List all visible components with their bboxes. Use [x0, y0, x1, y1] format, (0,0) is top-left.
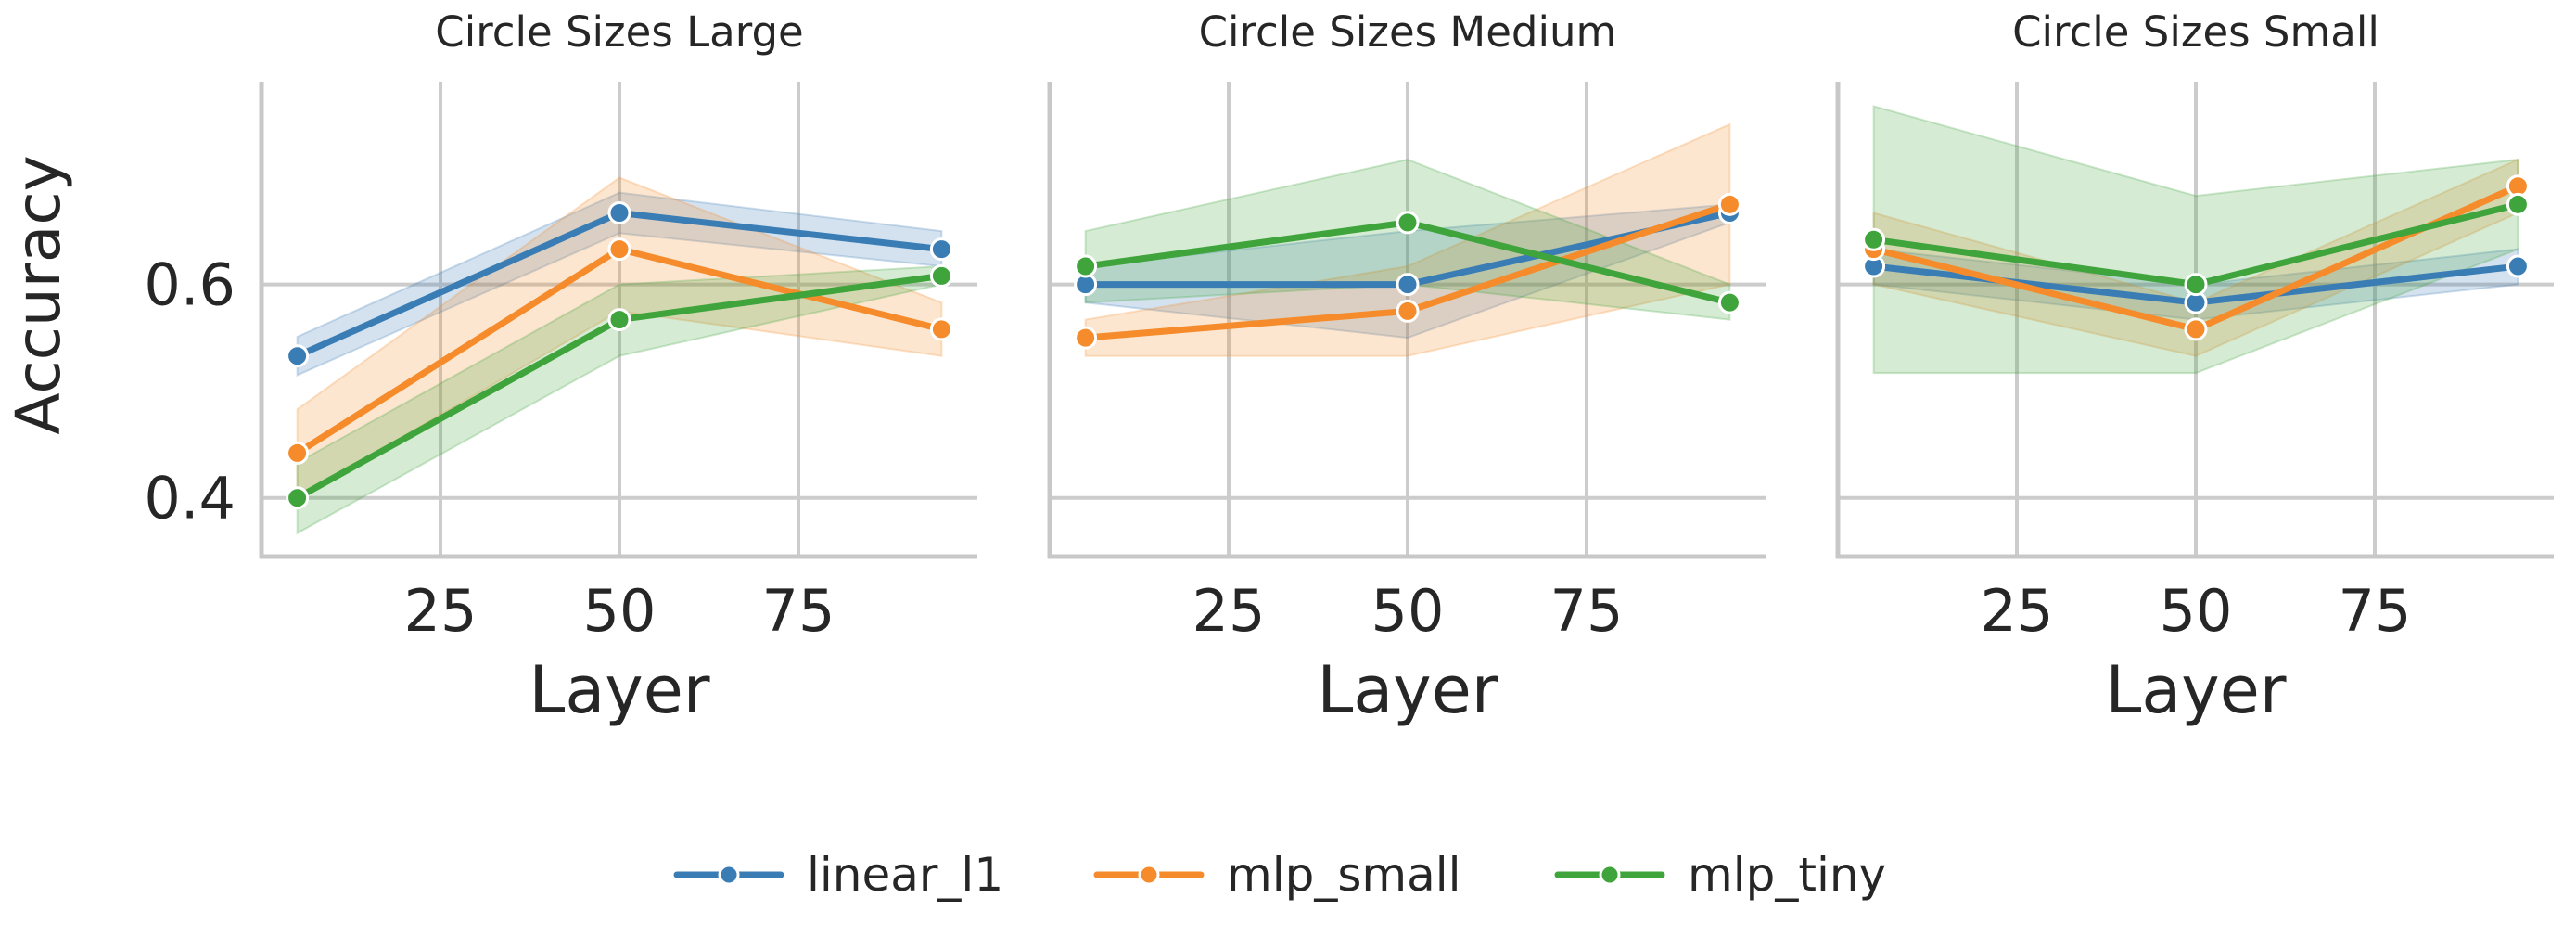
x-tick-label: 50 [2160, 577, 2233, 645]
panel-title: Circle Sizes Small [2012, 7, 2379, 57]
ci-band-mlp-small [1084, 122, 1731, 357]
data-point-mlp-small [929, 317, 953, 341]
panel-title: Circle Sizes Medium [1199, 7, 1617, 57]
data-point-mlp-tiny [2184, 273, 2208, 297]
legend-label: mlp_tiny [1688, 848, 1886, 902]
data-point-mlp-small [1717, 192, 1741, 216]
legend: linear_l1 mlp_small mlp_tiny [673, 848, 1886, 902]
data-point-mlp-small [607, 237, 631, 262]
x-axis-label: Layer [1317, 652, 1498, 728]
x-tick-label: 75 [2339, 577, 2412, 645]
x-tick-label: 75 [1550, 577, 1624, 645]
panel-1: Circle Sizes Large 25 50 75 Layer 0.4 0.6 [144, 7, 977, 728]
legend-marker-icon [1599, 864, 1621, 886]
data-point-mlp-tiny [2506, 192, 2530, 216]
data-point-mlp-tiny [1862, 227, 1886, 251]
ci-band-mlp-tiny [1084, 158, 1731, 321]
x-axis-label: Layer [529, 652, 709, 728]
legend-entry-linear-l1: linear_l1 [673, 848, 1003, 902]
legend-label: linear_l1 [807, 848, 1003, 902]
x-tick-label: 50 [583, 577, 657, 645]
data-point-linear-l1 [929, 237, 953, 262]
legend-marker-icon [1138, 864, 1160, 886]
data-point-mlp-small [286, 441, 310, 465]
data-point-linear-l1 [286, 344, 310, 368]
data-point-mlp-tiny [1717, 290, 1741, 314]
data-point-mlp-tiny [929, 263, 953, 288]
data-point-mlp-tiny [1074, 254, 1098, 278]
x-tick-label: 25 [404, 577, 478, 645]
legend-entry-mlp-small: mlp_small [1093, 848, 1461, 902]
data-point-mlp-tiny [286, 486, 310, 510]
data-point-linear-l1 [2506, 254, 2530, 278]
panel-3: Circle Sizes Small 25 50 75 Layer [1835, 7, 2554, 728]
legend-label: mlp_small [1227, 848, 1461, 902]
data-point-mlp-tiny [607, 308, 631, 332]
y-tick-label: 0.4 [144, 465, 236, 532]
legend-entry-mlp-tiny: mlp_tiny [1554, 848, 1886, 902]
legend-marker-icon [718, 864, 740, 886]
panel-title: Circle Sizes Large [435, 7, 803, 57]
data-point-linear-l1 [1396, 273, 1420, 297]
x-tick-label: 25 [1192, 577, 1266, 645]
data-point-mlp-tiny [1396, 211, 1420, 235]
ci-band-mlp-tiny [1872, 105, 2519, 375]
y-axis-label: Accuracy [3, 155, 74, 434]
data-point-mlp-small [1074, 326, 1098, 350]
x-axis-label: Layer [2105, 652, 2286, 728]
data-point-mlp-small [2184, 317, 2208, 341]
panel-2: Circle Sizes Medium 25 50 75 Layer [1047, 7, 1766, 728]
x-tick-label: 75 [762, 577, 835, 645]
y-tick-label: 0.6 [144, 251, 236, 319]
x-tick-label: 50 [1371, 577, 1445, 645]
data-point-linear-l1 [607, 201, 631, 225]
x-tick-label: 25 [1981, 577, 2054, 645]
data-point-mlp-small [1396, 299, 1420, 323]
